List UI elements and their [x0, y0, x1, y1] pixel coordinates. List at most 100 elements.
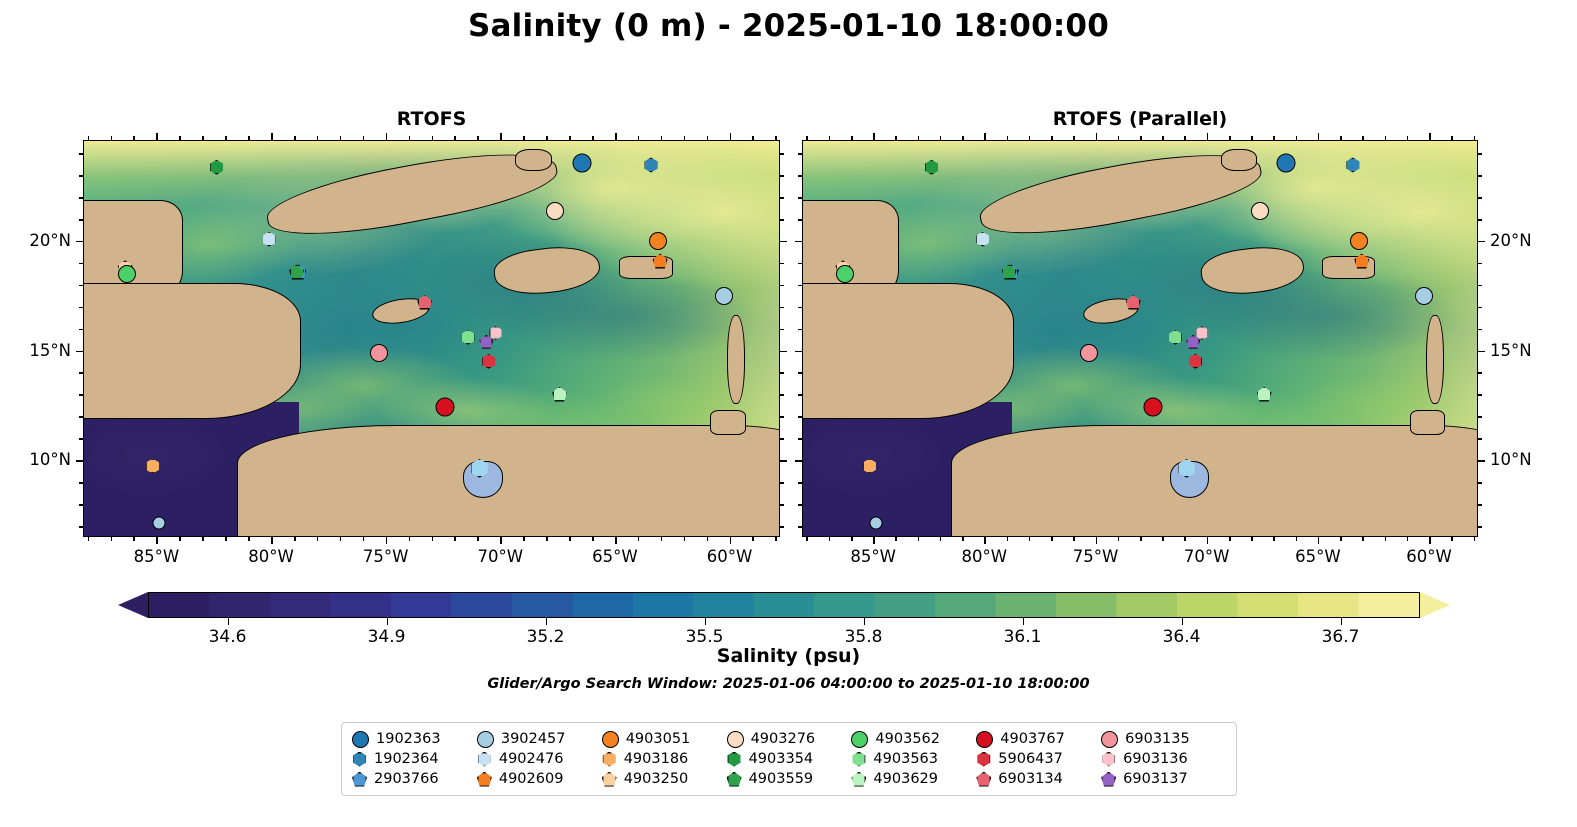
- float-marker-3902457b[interactable]: [152, 516, 166, 530]
- float-marker-4903563b[interactable]: [1177, 458, 1196, 478]
- float-marker-4903354[interactable]: [209, 159, 224, 175]
- y-tick-label: 10°N: [1490, 450, 1532, 470]
- float-marker-6903135[interactable]: [1080, 343, 1098, 362]
- x-minor-tick-top: [806, 136, 809, 140]
- float-marker-4903563b[interactable]: [470, 458, 489, 478]
- hex-marker: [1188, 353, 1202, 369]
- float-marker-1902363[interactable]: [572, 153, 592, 173]
- float-marker-6903136[interactable]: [1195, 326, 1209, 341]
- y-minor-tick-right: [780, 306, 784, 309]
- y-minor-tick-right: [1478, 482, 1482, 484]
- legend-item[interactable]: 6903137: [1101, 769, 1226, 789]
- float-marker-4902609[interactable]: [652, 253, 668, 269]
- circle-marker: [572, 153, 592, 173]
- float-marker-1902364[interactable]: [643, 157, 658, 173]
- colorbar-tick-label: 36.7: [1321, 627, 1360, 647]
- float-marker-4903276[interactable]: [545, 201, 564, 220]
- x-minor-tick: [1273, 537, 1275, 541]
- legend-item[interactable]: 1902364: [352, 749, 477, 769]
- x-minor-tick-top: [1473, 136, 1476, 140]
- float-marker-3902457b[interactable]: [869, 516, 883, 530]
- legend-item[interactable]: 4902609: [476, 769, 602, 789]
- legend-item[interactable]: 4903276: [726, 729, 852, 749]
- x-minor-tick-top: [408, 136, 411, 140]
- float-marker-6903136[interactable]: [489, 326, 503, 341]
- float-marker-5906437[interactable]: [481, 353, 496, 369]
- float-marker-4903562[interactable]: [118, 265, 137, 284]
- float-marker-4903562[interactable]: [836, 265, 855, 284]
- x-minor-tick-top: [1073, 136, 1075, 140]
- legend-item[interactable]: 6903135: [1101, 729, 1226, 749]
- x-minor-tick-top: [225, 136, 227, 140]
- float-marker-4902476[interactable]: [262, 231, 277, 247]
- float-marker-4902609[interactable]: [1354, 253, 1370, 269]
- colorbar-gradient: [148, 592, 1420, 618]
- float-marker-4903767[interactable]: [1143, 397, 1163, 417]
- land-centralam: [84, 283, 302, 420]
- x-minor-tick-top: [546, 136, 548, 140]
- float-marker-6903134[interactable]: [1125, 294, 1141, 310]
- x-tick-top: [873, 133, 875, 140]
- legend-item[interactable]: 4903562: [851, 729, 976, 749]
- float-marker-3902457[interactable]: [1414, 286, 1433, 305]
- float-marker-4903559[interactable]: [1001, 264, 1017, 280]
- float-marker-4903629[interactable]: [552, 386, 568, 402]
- y-minor-tick: [79, 175, 83, 177]
- x-minor-tick: [1228, 537, 1231, 541]
- x-minor-tick: [110, 537, 113, 541]
- y-tick-right: [780, 460, 787, 462]
- float-marker-4903629[interactable]: [1256, 386, 1272, 402]
- legend-item[interactable]: 2903766: [352, 769, 477, 789]
- float-marker-6903137[interactable]: [479, 334, 494, 349]
- legend-item[interactable]: 4903354: [727, 749, 852, 769]
- x-minor-tick-top: [1406, 136, 1409, 140]
- x-minor-tick: [316, 537, 319, 541]
- legend-item[interactable]: 4903250: [601, 769, 727, 789]
- float-marker-6903137[interactable]: [1186, 334, 1201, 349]
- x-minor-tick-top: [939, 136, 942, 140]
- float-marker-4903051[interactable]: [648, 232, 667, 251]
- map-panel-rtofs[interactable]: [83, 140, 780, 537]
- legend-item[interactable]: 6903136: [1101, 749, 1226, 769]
- colorbar-tick: [227, 618, 230, 625]
- float-marker-4903354[interactable]: [924, 159, 939, 175]
- float-marker-4903559[interactable]: [289, 264, 305, 280]
- colorbar-tick: [704, 618, 707, 625]
- float-marker-3902457[interactable]: [715, 286, 734, 305]
- float-marker-4903186[interactable]: [862, 458, 877, 474]
- x-minor-tick: [706, 537, 709, 541]
- x-minor-tick-top: [1117, 136, 1120, 140]
- legend-item[interactable]: 4903767: [976, 729, 1101, 749]
- float-marker-4903767[interactable]: [435, 397, 455, 417]
- float-marker-1902364[interactable]: [1345, 157, 1360, 173]
- float-marker-6903134[interactable]: [417, 294, 433, 310]
- legend-item[interactable]: 4903629: [851, 769, 976, 789]
- y-minor-tick: [798, 372, 802, 375]
- legend-item[interactable]: 4903559: [726, 769, 852, 789]
- legend-item[interactable]: 3902457: [476, 729, 602, 749]
- x-minor-tick-top: [637, 136, 640, 140]
- x-minor-tick: [591, 537, 594, 541]
- x-minor-tick-top: [316, 136, 319, 140]
- legend-item[interactable]: 4903051: [601, 729, 727, 749]
- legend-item[interactable]: 6903134: [976, 769, 1101, 789]
- float-marker-5906437[interactable]: [1188, 353, 1203, 369]
- float-marker-1902363[interactable]: [1276, 153, 1296, 173]
- legend-item[interactable]: 5906437: [976, 749, 1101, 769]
- legend-item[interactable]: 4902476: [477, 749, 602, 769]
- float-marker-6903135[interactable]: [369, 343, 388, 362]
- x-minor-tick: [1051, 537, 1053, 541]
- map-panel-rtofs-parallel[interactable]: [802, 140, 1478, 537]
- legend-item-label: 5906437: [998, 751, 1063, 767]
- float-marker-4903563[interactable]: [461, 329, 476, 345]
- x-minor-tick-top: [477, 136, 479, 140]
- y-tick-label: 10°N: [29, 450, 71, 470]
- legend-item[interactable]: 1902363: [352, 729, 477, 749]
- float-marker-4903186[interactable]: [145, 458, 160, 474]
- float-marker-4903276[interactable]: [1250, 201, 1269, 220]
- legend-item[interactable]: 4903563: [851, 749, 976, 769]
- float-marker-4903051[interactable]: [1350, 232, 1369, 251]
- legend-item[interactable]: 4903186: [602, 749, 727, 769]
- float-marker-4903563[interactable]: [1168, 329, 1183, 345]
- float-marker-4902476[interactable]: [975, 231, 990, 247]
